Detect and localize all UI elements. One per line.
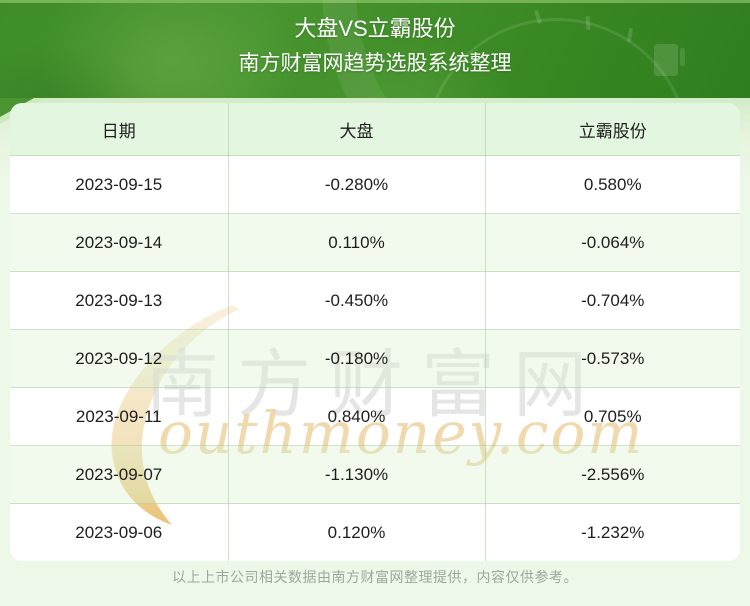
cell-market: 0.120% <box>228 503 486 561</box>
cell-stock: 0.580% <box>485 155 740 214</box>
cell-market: 0.110% <box>228 213 486 272</box>
cell-stock: -1.232% <box>581 522 645 542</box>
cell-date: 2023-09-15 <box>10 155 229 214</box>
fuel-pump-icon <box>654 44 685 76</box>
cell-stock: -0.064% <box>485 213 740 272</box>
column-header-stock: 立霸股份 <box>485 103 740 156</box>
cell-date: 2023-09-07 <box>10 445 229 504</box>
page-subtitle: 南方财富网趋势选股系统整理 <box>238 52 512 75</box>
cell-stock: -0.704% <box>485 271 740 330</box>
table-row: 2023-09-15 -0.280% 0.580% <box>10 155 740 214</box>
footer-note: 以上上市公司相关数据由南方财富网整理提供，内容仅供参考。 <box>172 569 578 585</box>
column-header-date: 日期 <box>10 103 229 156</box>
cell-date: 2023-09-14 <box>10 213 229 272</box>
cell-market: -1.130% <box>228 445 486 504</box>
cell-stock: 0.705% <box>485 387 740 446</box>
cell-date: 2023-09-11 <box>10 387 229 446</box>
table-header-row: 日期 大盘 立霸股份 <box>10 103 740 156</box>
cell-market: -0.180% <box>228 329 486 388</box>
cell-market: -0.450% <box>228 271 486 330</box>
cell-market: 0.840% <box>228 387 486 446</box>
table-row: 2023-09-12 -0.180% -0.573% <box>10 329 740 388</box>
table-row: 2023-09-06 0.120% -1.232% <box>10 503 740 561</box>
page-title: 大盘VS立霸股份 <box>294 16 456 41</box>
content-area: 南方财富网 outhmoney.com 日期 大盘 立霸股份 2023-09-1… <box>0 98 750 606</box>
cell-market: -0.280% <box>228 155 486 214</box>
cell-date: 2023-09-06 <box>10 503 229 561</box>
data-table-card: 南方财富网 outhmoney.com 日期 大盘 立霸股份 2023-09-1… <box>10 103 740 561</box>
cell-date: 2023-09-12 <box>10 329 229 388</box>
table-row: 2023-09-11 0.840% 0.705% <box>10 387 740 446</box>
banner: 大盘VS立霸股份 南方财富网趋势选股系统整理 <box>0 0 750 98</box>
cell-stock: -2.556% <box>485 445 740 504</box>
column-header-market: 大盘 <box>228 103 486 156</box>
comparison-table: 日期 大盘 立霸股份 2023-09-15 -0.280% 0.580% 202… <box>10 103 740 561</box>
cell-stock: -0.573% <box>485 329 740 388</box>
cell-date: 2023-09-13 <box>10 271 229 330</box>
table-row: 2023-09-13 -0.450% -0.704% <box>10 271 740 330</box>
table-row: 2023-09-14 0.110% -0.064% <box>10 213 740 272</box>
table-row: 2023-09-07 -1.130% -2.556% <box>10 445 740 504</box>
